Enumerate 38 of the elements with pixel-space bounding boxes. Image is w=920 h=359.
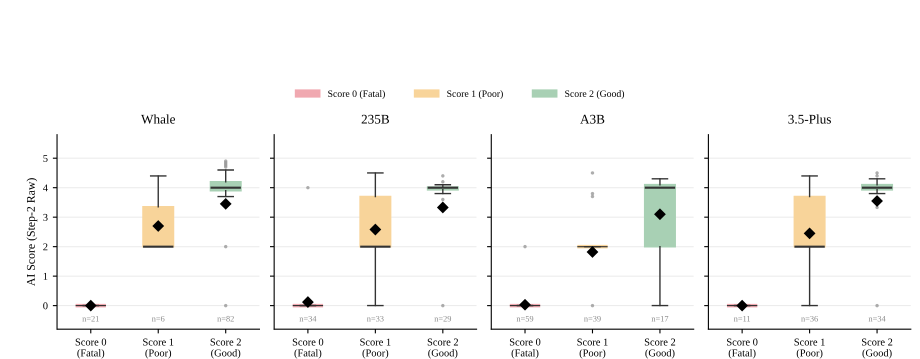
y-tick-label: 3 [43,214,48,221]
annotation: n=17 [652,316,668,322]
x-tick-label: Score 1 (Poor) [360,338,390,359]
x-tick-label: Score 0 (Fatal) [76,338,106,359]
x-tick-label: Score 1 (Poor) [794,338,825,359]
y-tick-label: 1 [44,272,48,280]
y-tick-label: 5 [43,155,48,162]
annotation: n=34 [868,316,886,322]
annotation: n=59 [516,316,534,322]
chart-title: A3B [580,114,604,124]
annotation: n=29 [434,316,452,322]
y-tick-label: 0 [43,302,48,310]
legend-label: Score 1 (Poor) [447,90,503,99]
annotation: n=21 [82,316,99,322]
legend-label: Score 0 (Fatal) [328,90,385,99]
x-tick-label: Score 0 (Fatal) [727,338,758,359]
annotation: n=34 [299,316,316,322]
annotation: n=82 [217,316,234,322]
annotation: n=11 [734,316,750,322]
legend-label: Score 2 (Good) [565,90,624,99]
annotation: n=33 [366,316,384,322]
y-axis-title: AI Score (Step-2 Raw) [26,178,38,286]
x-tick-label: Score 1 (Poor) [577,338,608,359]
annotation: n=6 [152,316,165,322]
x-tick-label: Score 0 (Fatal) [510,338,540,359]
x-tick-label: Score 2 (Good) [644,338,676,359]
y-tick-label: 4 [43,184,48,192]
x-tick-label: Score 2 (Good) [210,338,241,359]
y-tick-label: 2 [43,243,48,250]
chart-title: 235B [362,114,390,124]
x-tick-label: Score 0 (Fatal) [292,338,324,359]
x-tick-label: Score 2 (Good) [862,338,892,359]
annotation: n=39 [584,316,601,322]
x-tick-label: Score 1 (Poor) [143,338,174,359]
chart-title: Whale [141,114,175,124]
chart-title: 3.5-Plus [788,114,831,124]
annotation: n=36 [801,316,818,322]
x-tick-label: Score 2 (Good) [428,338,458,359]
